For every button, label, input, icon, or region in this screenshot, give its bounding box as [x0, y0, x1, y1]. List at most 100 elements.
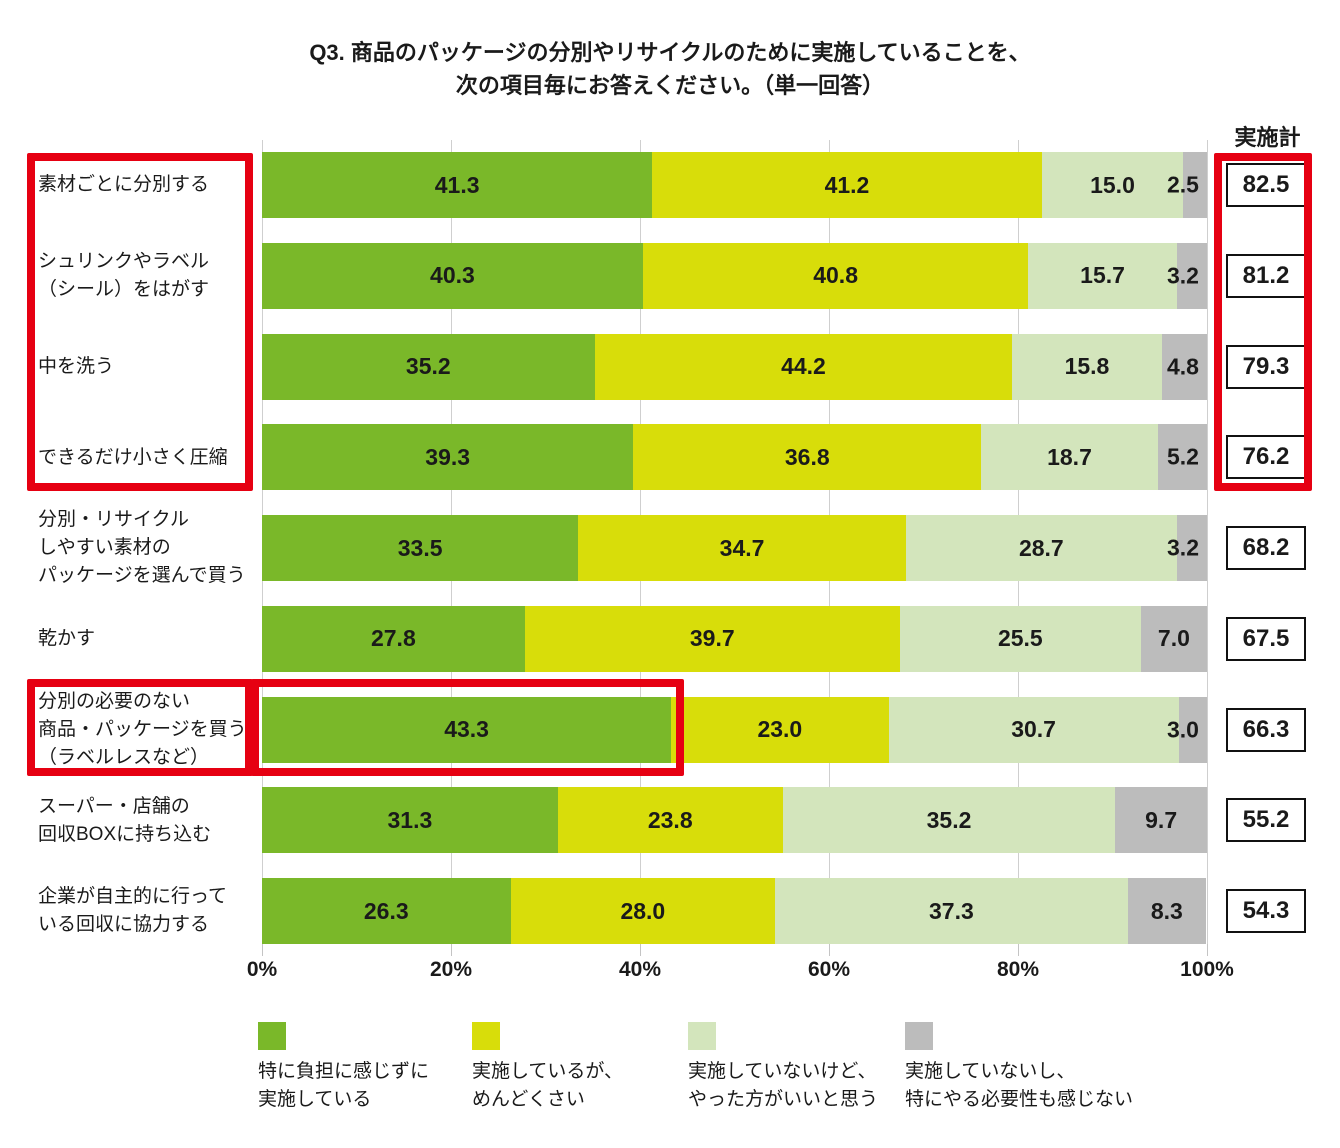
bar-row: 43.3 23.0 30.7 3.0	[262, 696, 1207, 763]
legend-label: 特に負担に感じずに 実施している	[258, 1061, 430, 1110]
segment-value-label: 37.3	[928, 897, 974, 924]
bar-segment-series4: 8.3	[1127, 878, 1207, 944]
total-value-box: 54.3	[1226, 889, 1306, 933]
axis-tick-label: 100%	[1180, 958, 1234, 981]
bar-segment-series1: 33.5	[262, 515, 579, 581]
segment-value-label: 7.0	[1157, 625, 1190, 652]
bar-segment-series3: 28.7	[905, 515, 1177, 581]
segment-value-label: 15.0	[1090, 171, 1135, 198]
bar-segment-series4: 7.0	[1140, 605, 1207, 672]
axis-tick	[640, 944, 641, 956]
axis-tick	[1207, 944, 1208, 956]
category-label: 素材ごとに分別する	[38, 174, 210, 196]
bar-segment-series2: 34.7	[578, 515, 906, 581]
legend-item: 実施していないけど、 やった方がいいと思う	[688, 1022, 878, 1114]
bar-segment-series4: 4.8	[1161, 333, 1207, 400]
segment-value-label: 3.0	[1166, 716, 1199, 742]
legend-swatch	[688, 1022, 716, 1050]
segment-value-label: 3.2	[1167, 534, 1199, 561]
bar-segment-series2: 40.8	[642, 242, 1029, 309]
bar-row: 35.2 44.2 15.8 4.8	[262, 333, 1207, 400]
bar-row: 39.3 36.8 18.7 5.2	[262, 424, 1207, 491]
segment-value-label: 15.8	[1064, 353, 1110, 379]
bar-segment-series3: 18.7	[981, 424, 1158, 491]
category-label: できるだけ小さく圧縮	[38, 446, 228, 468]
segment-value-label: 30.7	[1011, 716, 1056, 742]
segment-value-label: 36.8	[784, 443, 830, 470]
legend-label: 実施していないし、 特にやる必要性も感じない	[905, 1061, 1134, 1110]
segment-value-label: 5.2	[1166, 443, 1199, 470]
bar-segment-series3: 37.3	[775, 878, 1128, 944]
segment-value-label: 44.2	[781, 353, 826, 379]
bar-segment-series2: 44.2	[594, 333, 1013, 400]
category-label: 企業が自主的に行って いる回収に協力する	[38, 886, 228, 936]
category-label: 分別・リサイクル しやすい素材の パッケージを選んで買う	[38, 509, 246, 587]
segment-value-label: 23.8	[647, 806, 693, 833]
bar-segment-series1: 43.3	[262, 696, 672, 763]
segment-value-label: 40.8	[813, 262, 858, 289]
bar-segment-series3: 35.2	[782, 787, 1116, 854]
bar-segment-series2: 23.8	[557, 787, 783, 854]
segment-value-label: 18.7	[1047, 443, 1092, 470]
bar-row: 27.8 39.7 25.5 7.0	[262, 605, 1207, 672]
axis-tick-label: 60%	[807, 958, 851, 981]
total-value-box: 76.2	[1226, 435, 1306, 480]
segment-value-label: 25.5	[997, 625, 1043, 652]
bar-segment-series2: 39.7	[524, 605, 900, 672]
bar-segment-series1: 35.2	[262, 333, 595, 400]
axis-tick	[451, 944, 452, 956]
segment-value-label: 28.7	[1018, 534, 1064, 561]
segment-value-label: 3.2	[1166, 262, 1199, 289]
axis-tick-label: 80%	[996, 958, 1040, 981]
segment-value-label: 40.3	[430, 262, 475, 289]
bar-segment-series2: 41.2	[652, 152, 1042, 218]
bar-segment-series4: 3.0	[1167, 696, 1207, 763]
legend-swatch	[905, 1022, 933, 1050]
bar-segment-series3: 25.5	[899, 605, 1141, 672]
segment-value-label: 27.8	[370, 625, 416, 652]
total-value-box: 66.3	[1226, 707, 1306, 752]
legend-label: 実施していないけど、 やった方がいいと思う	[688, 1061, 879, 1110]
bar-row: 33.5 34.7 28.7 3.2	[262, 515, 1207, 581]
bar-segment-series4: 3.2	[1167, 242, 1207, 309]
bar-segment-series4: 2.5	[1167, 152, 1207, 218]
segment-value-label: 39.3	[425, 443, 471, 470]
segment-value-label: 35.2	[405, 353, 451, 379]
total-value-box: 55.2	[1226, 798, 1306, 843]
category-label: シュリンクやラベル （シール）をはがす	[38, 251, 210, 301]
bar-segment-series1: 39.3	[262, 424, 634, 491]
bar-segment-series3: 15.8	[1012, 333, 1162, 400]
segment-value-label: 41.3	[434, 171, 480, 198]
bar-row: 40.3 40.8 15.7 3.2	[262, 242, 1207, 309]
segment-value-label: 8.3	[1150, 897, 1183, 924]
totals-column-header: 実施計	[1234, 125, 1301, 150]
segment-value-label: 33.5	[397, 534, 443, 561]
bar-segment-series4: 3.2	[1167, 515, 1207, 581]
bar-segment-series4: 5.2	[1157, 424, 1207, 491]
segment-value-label: 28.0	[620, 897, 666, 924]
axis-tick	[262, 944, 263, 956]
total-value-box: 81.2	[1226, 253, 1306, 298]
category-label: 分別の必要のない 商品・パッケージを買う （ラベルレスなど）	[38, 690, 247, 768]
plot-area: 41.3 41.2 15.0 2.5 40.3 40.8 15.7 3.2 35.2 44.2 15…	[262, 140, 1208, 955]
bar-segment-series1: 41.3	[262, 152, 653, 218]
category-label: スーパー・店舗の 回収BOXに持ち込む	[38, 795, 212, 845]
segment-value-label: 26.3	[363, 897, 409, 924]
segment-value-label: 41.2	[824, 171, 870, 198]
total-value-box: 67.5	[1226, 616, 1306, 661]
segment-value-label: 34.7	[719, 534, 765, 561]
legend-item: 実施しているが、 めんどくさい	[472, 1022, 623, 1114]
segment-value-label: 15.7	[1080, 262, 1125, 289]
segment-value-label: 39.7	[689, 625, 735, 652]
segment-value-label: 31.3	[387, 806, 433, 833]
bar-segment-series3: 15.7	[1028, 242, 1177, 309]
total-value-box: 68.2	[1226, 526, 1306, 570]
bar-row: 26.3 28.0 37.3 8.3	[262, 878, 1207, 944]
bar-segment-series1: 27.8	[262, 605, 525, 672]
legend-label: 実施しているが、 めんどくさい	[472, 1061, 624, 1110]
segment-value-label: 9.7	[1145, 806, 1178, 833]
axis-tick	[829, 944, 830, 956]
segment-value-label: 4.8	[1166, 353, 1199, 379]
bar-segment-series2: 28.0	[510, 878, 776, 944]
total-value-box: 79.3	[1226, 344, 1306, 389]
